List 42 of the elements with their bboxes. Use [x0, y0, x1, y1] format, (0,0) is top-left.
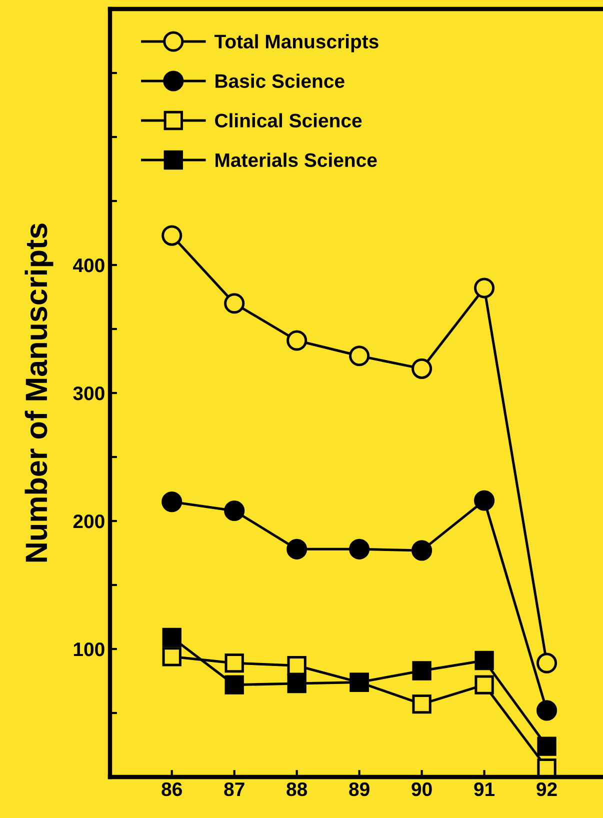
point: [162, 647, 182, 666]
y-tick-label: 100: [74, 642, 104, 656]
x-tick-label: 90: [412, 782, 432, 796]
x-tick-label: 87: [224, 782, 244, 796]
point: [412, 540, 432, 561]
point: [286, 538, 308, 560]
y-axis-title: Number of Manuscripts: [24, 224, 54, 562]
point: [287, 656, 306, 676]
point: [224, 500, 245, 522]
point: [412, 358, 432, 379]
point: [162, 225, 182, 246]
point: [537, 736, 556, 756]
x-tick-label: 89: [349, 782, 370, 796]
point: [474, 675, 494, 694]
point: [412, 694, 432, 714]
x-tick-label: 86: [162, 782, 182, 796]
x-tick-label: 88: [286, 782, 308, 796]
point: [162, 492, 182, 512]
legend-label: Materials Science: [216, 152, 377, 168]
point: [349, 538, 370, 560]
point: [536, 700, 558, 721]
point: [224, 675, 244, 694]
point: [474, 650, 494, 670]
point: [162, 628, 182, 648]
point: [224, 293, 245, 314]
point: [349, 346, 370, 366]
point: [224, 653, 244, 673]
y-tick-label: 400: [72, 258, 104, 272]
y-tick-label: 300: [73, 386, 104, 400]
legend-label: Basic Science: [216, 74, 344, 88]
point: [286, 330, 308, 351]
point: [412, 661, 432, 680]
point: [474, 490, 495, 511]
point: [536, 652, 558, 674]
point: [287, 674, 306, 694]
x-tick-label: 91: [474, 782, 495, 796]
y-tick-label: 200: [73, 514, 104, 528]
legend-label: Total Manuscripts: [214, 34, 378, 52]
x-tick-label: 92: [536, 782, 557, 796]
point: [474, 278, 495, 298]
point: [537, 758, 556, 777]
legend-label: Clinical Science: [215, 113, 362, 128]
